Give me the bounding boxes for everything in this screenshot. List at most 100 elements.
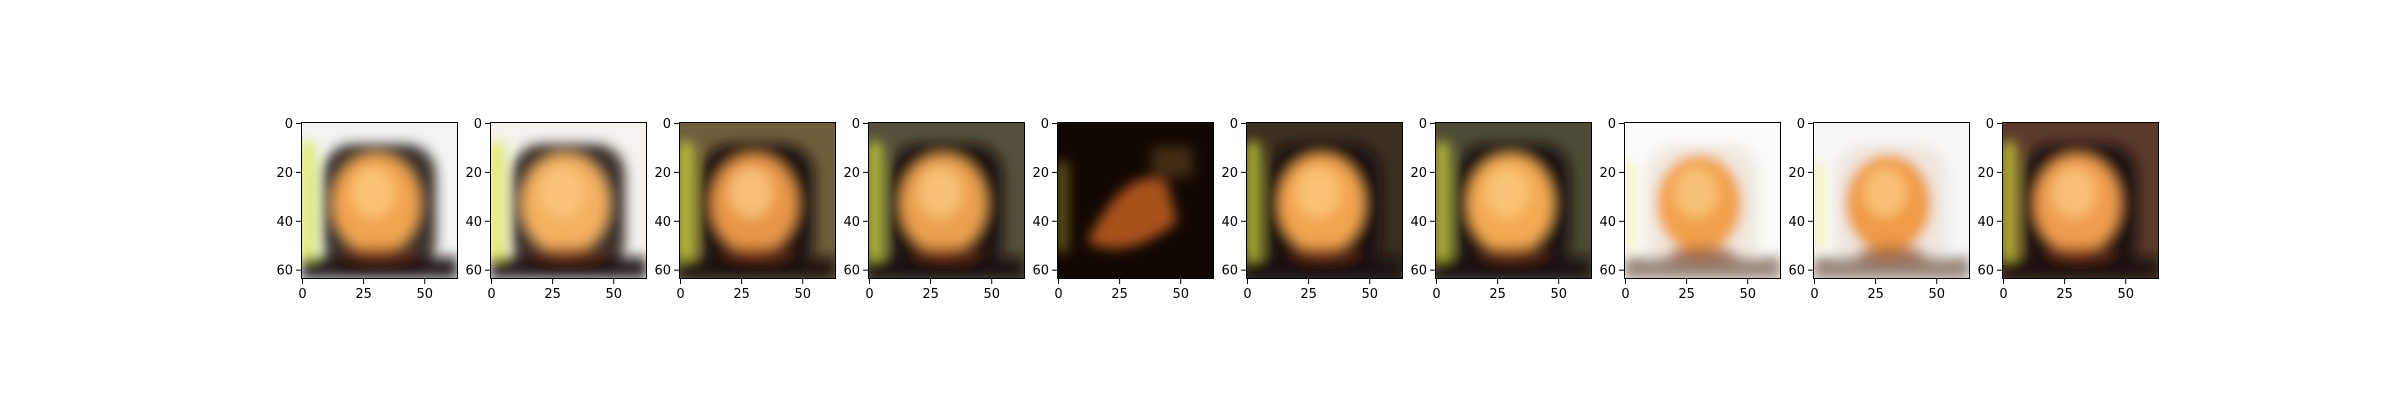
x-tick-label: 0 (676, 287, 684, 302)
y-tick-label: 60 (1221, 264, 1238, 279)
x-tick-label: 50 (1361, 287, 1378, 302)
panel-2: 0 20 40 60 0 25 50 (465, 117, 647, 302)
y-tick-label: 20 (1977, 166, 1994, 181)
x-tick-label: 25 (544, 287, 561, 302)
y-tick-label: 60 (654, 264, 671, 279)
axes-frame (1435, 122, 1592, 279)
axes-frame (1624, 122, 1781, 279)
panel-5: 0 20 40 60 0 25 50 (1032, 117, 1214, 302)
x-tick-label: 50 (794, 287, 811, 302)
y-tick-label: 40 (1788, 215, 1805, 230)
y-tick-label: 40 (654, 215, 671, 230)
y-tick-label: 0 (852, 117, 860, 132)
panel-8: 0 20 40 60 0 25 50 (1599, 117, 1781, 302)
y-tick-label: 20 (1599, 166, 1616, 181)
x-tick-label: 25 (1867, 287, 1884, 302)
x-tick-label: 0 (1243, 287, 1251, 302)
y-tick-label: 20 (465, 166, 482, 181)
y-tick-label: 40 (465, 215, 482, 230)
panel-3: 0 20 40 60 0 25 50 (654, 117, 836, 302)
generated-face-image (679, 122, 836, 279)
y-tick-label: 0 (663, 117, 671, 132)
y-tick-label: 20 (1410, 166, 1427, 181)
y-tick-label: 0 (1230, 117, 1238, 132)
axes-frame (1057, 122, 1214, 279)
x-tick-label: 50 (1550, 287, 1567, 302)
y-tick-label: 60 (1599, 264, 1616, 279)
y-tick-label: 40 (1032, 215, 1049, 230)
y-tick-label: 60 (1788, 264, 1805, 279)
y-tick-label: 20 (654, 166, 671, 181)
x-tick-label: 25 (1489, 287, 1506, 302)
x-tick-label: 25 (1678, 287, 1695, 302)
panel-4: 0 20 40 60 0 25 50 (843, 117, 1025, 302)
generated-face-image (1057, 122, 1214, 279)
generated-face-image (1813, 122, 1970, 279)
panel-1: 0 20 40 60 0 25 50 (276, 117, 458, 302)
x-tick-label: 25 (733, 287, 750, 302)
y-tick-label: 60 (1410, 264, 1427, 279)
panel-10: 0 20 40 60 0 25 50 (1977, 117, 2159, 302)
x-tick-label: 0 (1999, 287, 2007, 302)
x-tick-label: 50 (605, 287, 622, 302)
axes-frame (1813, 122, 1970, 279)
y-tick-label: 20 (1788, 166, 1805, 181)
x-tick-label: 0 (1054, 287, 1062, 302)
y-tick-label: 60 (276, 264, 293, 279)
panel-6: 0 20 40 60 0 25 50 (1221, 117, 1403, 302)
y-tick-label: 40 (1977, 215, 1994, 230)
axes-frame (490, 122, 647, 279)
y-tick-label: 20 (1032, 166, 1049, 181)
x-tick-label: 0 (298, 287, 306, 302)
y-tick-label: 60 (465, 264, 482, 279)
x-tick-label: 25 (355, 287, 372, 302)
y-tick-label: 0 (1041, 117, 1049, 132)
x-tick-label: 50 (1172, 287, 1189, 302)
x-tick-label: 0 (865, 287, 873, 302)
x-tick-label: 50 (2117, 287, 2134, 302)
y-tick-label: 40 (276, 215, 293, 230)
generated-face-image (301, 122, 458, 279)
y-tick-label: 0 (1608, 117, 1616, 132)
generated-face-image (2002, 122, 2159, 279)
x-tick-label: 50 (1928, 287, 1945, 302)
y-tick-label: 20 (843, 166, 860, 181)
panel-9: 0 20 40 60 0 25 50 (1788, 117, 1970, 302)
axes-frame (1246, 122, 1403, 279)
x-tick-label: 0 (1810, 287, 1818, 302)
x-tick-label: 25 (2056, 287, 2073, 302)
y-tick-label: 60 (843, 264, 860, 279)
x-tick-label: 50 (416, 287, 433, 302)
axes-frame (2002, 122, 2159, 279)
panel-7: 0 20 40 60 0 25 50 (1410, 117, 1592, 302)
y-tick-label: 0 (1797, 117, 1805, 132)
generated-face-image (1246, 122, 1403, 279)
x-tick-label: 25 (922, 287, 939, 302)
y-tick-label: 0 (1986, 117, 1994, 132)
y-tick-label: 60 (1032, 264, 1049, 279)
axes-frame (679, 122, 836, 279)
x-tick-label: 0 (1432, 287, 1440, 302)
y-tick-label: 20 (1221, 166, 1238, 181)
generated-face-image (1435, 122, 1592, 279)
y-tick-label: 40 (1221, 215, 1238, 230)
x-tick-label: 0 (1621, 287, 1629, 302)
x-tick-label: 25 (1111, 287, 1128, 302)
generated-face-image (490, 122, 647, 279)
y-tick-label: 40 (1599, 215, 1616, 230)
generated-face-image (868, 122, 1025, 279)
axes-frame (301, 122, 458, 279)
y-tick-label: 0 (285, 117, 293, 132)
x-tick-label: 25 (1300, 287, 1317, 302)
x-tick-label: 0 (487, 287, 495, 302)
y-tick-label: 0 (474, 117, 482, 132)
y-tick-label: 0 (1419, 117, 1427, 132)
generated-face-image (1624, 122, 1781, 279)
y-tick-label: 40 (1410, 215, 1427, 230)
x-tick-label: 50 (1739, 287, 1756, 302)
y-tick-label: 40 (843, 215, 860, 230)
y-tick-label: 60 (1977, 264, 1994, 279)
y-tick-label: 20 (276, 166, 293, 181)
axes-frame (868, 122, 1025, 279)
